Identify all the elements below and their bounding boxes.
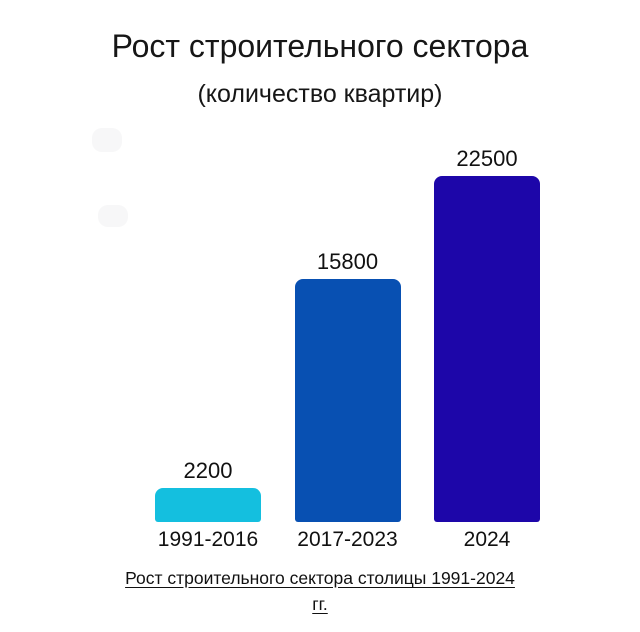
scan-artifact: [92, 128, 122, 152]
bar-group-1991-2016: 2200 1991-2016: [155, 458, 261, 552]
scan-artifact: [98, 205, 128, 227]
bar-value-label: 22500: [456, 146, 518, 171]
plot-area: 2200 1991-2016 15800 2017-2023 22500 202…: [155, 146, 540, 552]
chart-caption: Рост строительного сектора столицы 1991-…: [0, 565, 640, 618]
chart-title: Рост строительного сектора: [111, 28, 529, 64]
x-axis-tick-label: 1991-2016: [157, 528, 259, 551]
chart-subtitle: (количество квартир): [197, 80, 443, 108]
bar-group-2017-2023: 15800 2017-2023: [294, 249, 401, 552]
bar-group-2024: 22500 2024: [434, 146, 540, 552]
bar-value-label: 15800: [316, 249, 379, 274]
bar: [434, 176, 540, 522]
bar: [155, 488, 261, 522]
x-axis-tick-label: 2024: [463, 528, 511, 551]
chart-caption-line2: гг.: [312, 594, 328, 615]
bar-value-label: 2200: [183, 458, 233, 483]
x-axis-tick-label: 2017-2023: [297, 528, 398, 551]
bar: [294, 279, 401, 522]
chart-caption-line1: Рост строительного сектора столицы 1991-…: [125, 568, 515, 588]
